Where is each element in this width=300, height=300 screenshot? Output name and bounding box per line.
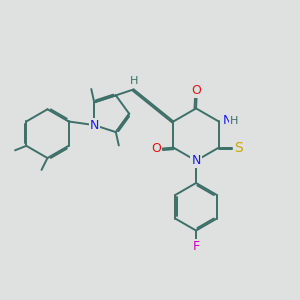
Text: N: N [90,118,99,132]
Text: N: N [223,114,232,128]
Text: F: F [193,239,200,253]
Text: H: H [230,116,238,126]
Text: N: N [191,154,201,166]
Text: H: H [130,76,139,86]
Text: O: O [192,84,202,97]
Text: O: O [151,142,161,155]
Text: S: S [234,141,242,154]
